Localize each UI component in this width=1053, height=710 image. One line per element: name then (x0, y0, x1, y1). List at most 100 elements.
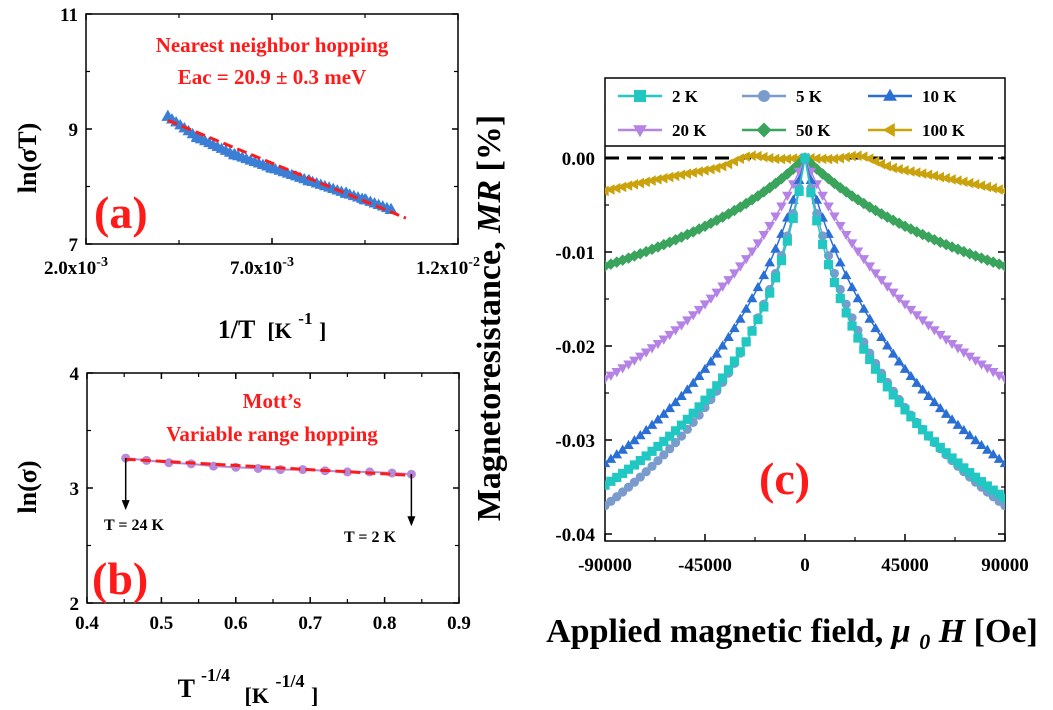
data-point (788, 213, 798, 223)
data-point (923, 431, 934, 441)
series-line (605, 156, 1005, 380)
data-point (881, 160, 892, 172)
y-tick-label: 11 (60, 5, 78, 26)
data-point (759, 302, 769, 312)
data-point (711, 288, 723, 298)
data-point (970, 179, 980, 190)
data-point (893, 356, 905, 366)
legend-marker (634, 90, 646, 102)
legend-label: 2 K (672, 87, 699, 106)
series-line (605, 156, 1005, 267)
data-point (646, 344, 658, 354)
data-point (999, 260, 1005, 272)
annotation-line-1: Mott’s (243, 389, 302, 413)
data-point (764, 257, 775, 267)
data-point (959, 463, 969, 473)
data-point (629, 356, 640, 366)
panel-label: (a) (94, 187, 148, 238)
data-point (823, 260, 834, 270)
data-point (999, 187, 1005, 195)
data-point (635, 455, 645, 466)
data-point (605, 457, 611, 468)
data-point (965, 468, 975, 478)
x-axis-label-unit: [Oe] (974, 613, 1038, 650)
data-point (611, 182, 621, 194)
data-point (958, 424, 970, 435)
data-point (618, 468, 628, 478)
y-axis-label-italic: MR (471, 180, 508, 234)
data-point (952, 175, 962, 186)
data-point (670, 396, 681, 407)
y-tick-label: 3 (70, 479, 80, 500)
data-point (770, 243, 781, 253)
data-point (191, 130, 205, 143)
data-point (640, 348, 652, 358)
data-point (894, 397, 904, 408)
x-axis-label-unit-close: ] (311, 683, 318, 708)
data-point (958, 245, 970, 258)
y-tick-label: 7 (69, 235, 79, 256)
y-tick-label: -0.02 (555, 337, 595, 358)
legend-label: 20 K (672, 121, 707, 140)
data-point (617, 364, 628, 374)
data-point (964, 177, 974, 189)
data-point (935, 402, 946, 413)
data-point (940, 172, 950, 184)
data-point (758, 151, 768, 163)
data-point (735, 313, 746, 323)
data-point (688, 408, 698, 418)
series-20k (605, 154, 1005, 385)
data-point (723, 365, 734, 375)
x-tick-label: -90000 (578, 555, 632, 576)
panel-c-ticks: -90000 -45000 0 45000 90000 0.00 -0.01 -0.02 -0.… (555, 149, 1028, 576)
data-point (664, 330, 675, 341)
data-point (700, 395, 710, 405)
y-tick-label: 0.00 (562, 149, 595, 170)
arrow-head (407, 516, 416, 527)
data-point (828, 153, 839, 165)
data-point (946, 339, 958, 350)
data-point (717, 282, 728, 292)
data-point (717, 340, 728, 350)
data-point (635, 472, 645, 482)
data-point (858, 255, 870, 265)
data-point (1000, 501, 1005, 511)
data-point (987, 368, 999, 378)
x-axis-label-italic: μ (890, 613, 911, 650)
x-tick-label-exponent: -2 (468, 255, 480, 270)
x-axis-label-italic2: H (938, 613, 967, 650)
data-point (823, 153, 833, 165)
data-point (834, 152, 844, 164)
data-point (758, 269, 770, 280)
data-point (817, 191, 828, 201)
data-point (694, 402, 704, 412)
data-point (682, 414, 692, 424)
point-arrows (121, 458, 416, 527)
data-point (782, 236, 792, 246)
x-axis-label: T -1/4 [K -1/4 ] (178, 658, 319, 709)
data-point (982, 364, 993, 374)
data-point (970, 356, 981, 366)
data-point (682, 384, 693, 394)
legend: 2 K 5 K 10 K 20 K 50 K 100 K (605, 87, 1005, 147)
data-point (870, 364, 881, 374)
data-point (876, 331, 887, 342)
data-point (846, 281, 858, 292)
data-point (253, 463, 263, 473)
data-point (876, 276, 887, 286)
data-point (987, 449, 999, 459)
data-point (647, 446, 657, 456)
data-point (923, 169, 933, 181)
data-point (623, 360, 634, 370)
y-axis-label-unit: [%] (471, 115, 508, 172)
data-point (664, 171, 674, 183)
data-point (670, 426, 681, 436)
data-point (747, 326, 757, 336)
panel-c-data (605, 150, 1005, 511)
series-2k (605, 153, 1005, 503)
x-tick-label-exponent: -3 (282, 255, 294, 270)
data-point (752, 281, 764, 292)
data-point (635, 352, 646, 362)
x-tick-label: 90000 (981, 555, 1029, 576)
data-point (829, 277, 840, 288)
